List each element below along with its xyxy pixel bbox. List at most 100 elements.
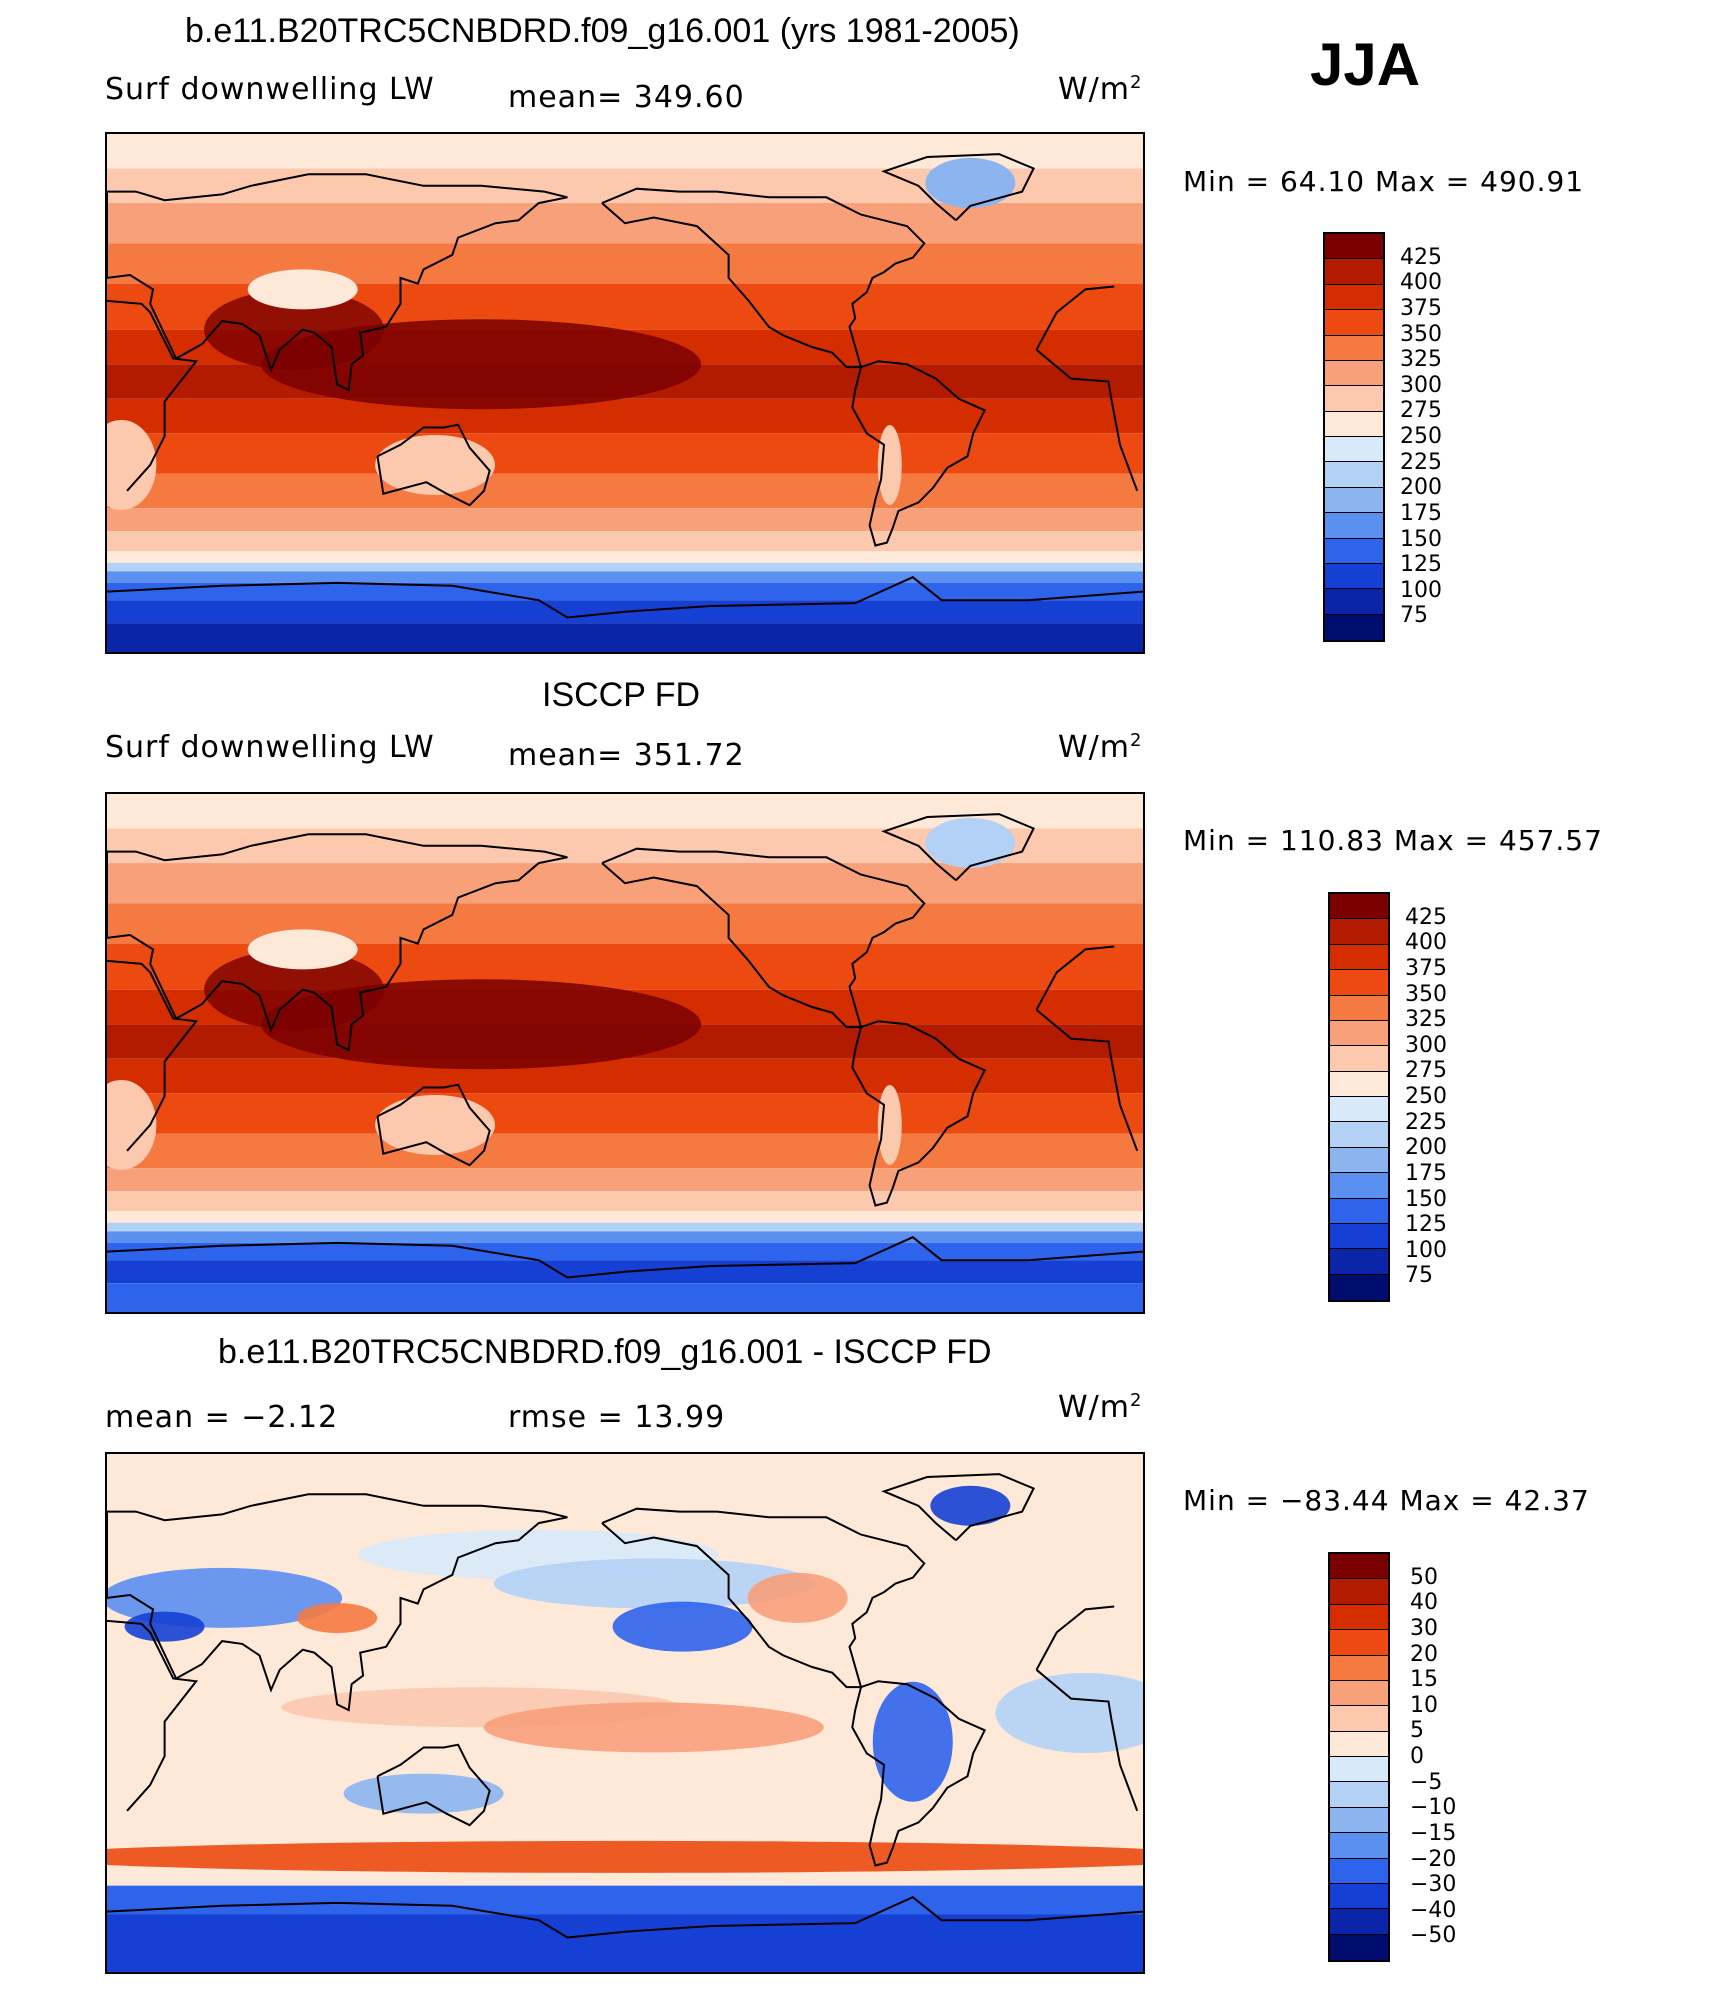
colorbar-swatch	[1330, 1554, 1388, 1580]
panel-1-map	[105, 132, 1145, 654]
colorbar-swatch	[1325, 360, 1383, 387]
colorbar-tick-label: 125	[1400, 552, 1442, 578]
colorbar-swatch	[1330, 1706, 1388, 1732]
colorbar-swatch	[1330, 1604, 1388, 1631]
colorbar-swatch	[1330, 1249, 1388, 1275]
colorbar-swatch	[1330, 1883, 1388, 1910]
colorbar-tick-label: 200	[1400, 475, 1442, 501]
colorbar-swatch	[1330, 1071, 1388, 1097]
colorbar-swatch	[1325, 487, 1383, 514]
colorbar-swatch	[1325, 437, 1383, 463]
colorbar-swatch	[1330, 1274, 1388, 1300]
colorbar-tick-label: 100	[1400, 577, 1442, 603]
colorbar-swatch	[1330, 1579, 1388, 1605]
colorbar-tick-label: 250	[1405, 1084, 1447, 1109]
colorbar-swatch	[1330, 944, 1388, 971]
colorbar-swatch	[1330, 1731, 1388, 1757]
panel-2-units: W/m2	[1058, 730, 1143, 765]
colorbar-tick-label: 275	[1405, 1058, 1447, 1084]
colorbar-tick-label: 200	[1405, 1135, 1447, 1161]
panel-1-mean-label: mean= 349.60	[508, 80, 745, 115]
colorbar-tick-label: −50	[1410, 1923, 1457, 1949]
colorbar-swatch	[1330, 1198, 1388, 1224]
colorbar-swatch	[1330, 1909, 1388, 1935]
panel-2-variable-label: Surf downwelling LW	[105, 730, 435, 765]
colorbar-tick-label: 20	[1410, 1641, 1438, 1667]
colorbar-tick-label: 225	[1405, 1109, 1447, 1135]
panel-3-map-field	[107, 1454, 1143, 1972]
colorbar-swatch	[1325, 411, 1383, 437]
season-label: JJA	[1310, 31, 1421, 98]
colorbar-swatch	[1330, 1934, 1388, 1960]
colorbar-tick-label: 10	[1410, 1692, 1438, 1718]
colorbar-swatch	[1325, 284, 1383, 311]
colorbar-tick-label: 325	[1405, 1007, 1447, 1033]
panel-3-mean-label: mean = −2.12	[105, 1400, 339, 1435]
colorbar-tick-label: 175	[1400, 500, 1442, 526]
colorbar-swatch	[1330, 1782, 1388, 1808]
colorbar-swatch	[1325, 310, 1383, 336]
colorbar-swatch	[1330, 995, 1388, 1021]
colorbar-swatch	[1330, 1097, 1388, 1123]
colorbar-tick-label: 425	[1400, 244, 1442, 270]
colorbar-swatch	[1330, 1630, 1388, 1656]
colorbar-tick-label: 0	[1410, 1744, 1424, 1769]
colorbar-swatch	[1330, 1147, 1388, 1174]
panel-3-title: b.e11.B20TRC5CNBDRD.f09_g16.001 - ISCCP …	[218, 1333, 992, 1371]
colorbar-swatch	[1330, 1020, 1388, 1047]
colorbar-tick-label: 150	[1400, 526, 1442, 552]
colorbar-tick-label: 75	[1405, 1263, 1433, 1289]
colorbar-swatch	[1330, 1223, 1388, 1250]
colorbar-tick-label: 350	[1400, 321, 1442, 347]
colorbar-swatch	[1325, 234, 1383, 260]
colorbar-swatch	[1330, 1833, 1388, 1859]
panel-2-colorbar	[1328, 892, 1390, 1302]
colorbar-tick-label: 325	[1400, 347, 1442, 373]
colorbar-tick-label: 125	[1405, 1212, 1447, 1238]
panel-1-units: W/m2	[1058, 72, 1143, 107]
panel-1-minmax: Min = 64.10 Max = 490.91	[1183, 165, 1585, 198]
colorbar-tick-label: 300	[1405, 1032, 1447, 1058]
colorbar-tick-label: 375	[1405, 955, 1447, 981]
colorbar-tick-label: 75	[1400, 603, 1428, 629]
colorbar-tick-label: 40	[1410, 1590, 1438, 1616]
panel-3-colorbar	[1328, 1552, 1390, 1962]
colorbar-tick-label: 375	[1400, 295, 1442, 321]
colorbar-swatch	[1325, 259, 1383, 285]
colorbar-tick-label: 15	[1410, 1667, 1438, 1693]
colorbar-tick-label: 350	[1405, 981, 1447, 1007]
panel-1-title: b.e11.B20TRC5CNBDRD.f09_g16.001 (yrs 198…	[185, 12, 1020, 50]
colorbar-tick-label: −30	[1410, 1872, 1457, 1898]
colorbar-swatch	[1330, 1680, 1388, 1707]
colorbar-tick-label: 400	[1400, 270, 1442, 296]
colorbar-swatch	[1330, 1046, 1388, 1072]
colorbar-tick-label: 150	[1405, 1186, 1447, 1212]
colorbar-tick-label: −20	[1410, 1846, 1457, 1872]
colorbar-tick-label: −10	[1410, 1795, 1457, 1821]
colorbar-swatch	[1330, 1757, 1388, 1783]
panel-3-map	[105, 1452, 1145, 1974]
colorbar-swatch	[1330, 1655, 1388, 1681]
colorbar-tick-label: 30	[1410, 1615, 1438, 1641]
panel-2-map-field	[107, 794, 1143, 1312]
panel-3-units: W/m2	[1058, 1390, 1143, 1425]
colorbar-swatch	[1330, 1173, 1388, 1199]
colorbar-swatch	[1330, 919, 1388, 945]
colorbar-swatch	[1325, 462, 1383, 488]
colorbar-swatch	[1330, 1858, 1388, 1884]
panel-2-map	[105, 792, 1145, 1314]
colorbar-swatch	[1325, 386, 1383, 412]
panel-2-title: ISCCP FD	[542, 676, 701, 714]
colorbar-swatch	[1325, 563, 1383, 590]
colorbar-swatch	[1330, 1807, 1388, 1834]
colorbar-swatch	[1325, 513, 1383, 539]
panel-1-map-field	[107, 134, 1143, 652]
colorbar-tick-label: 275	[1400, 398, 1442, 424]
colorbar-swatch	[1325, 538, 1383, 564]
panel-1-variable-label: Surf downwelling LW	[105, 72, 435, 107]
colorbar-tick-label: 225	[1400, 449, 1442, 475]
colorbar-tick-label: 425	[1405, 904, 1447, 930]
panel-1-colorbar	[1323, 232, 1385, 642]
colorbar-tick-label: −40	[1410, 1897, 1457, 1923]
colorbar-tick-label: 100	[1405, 1237, 1447, 1263]
